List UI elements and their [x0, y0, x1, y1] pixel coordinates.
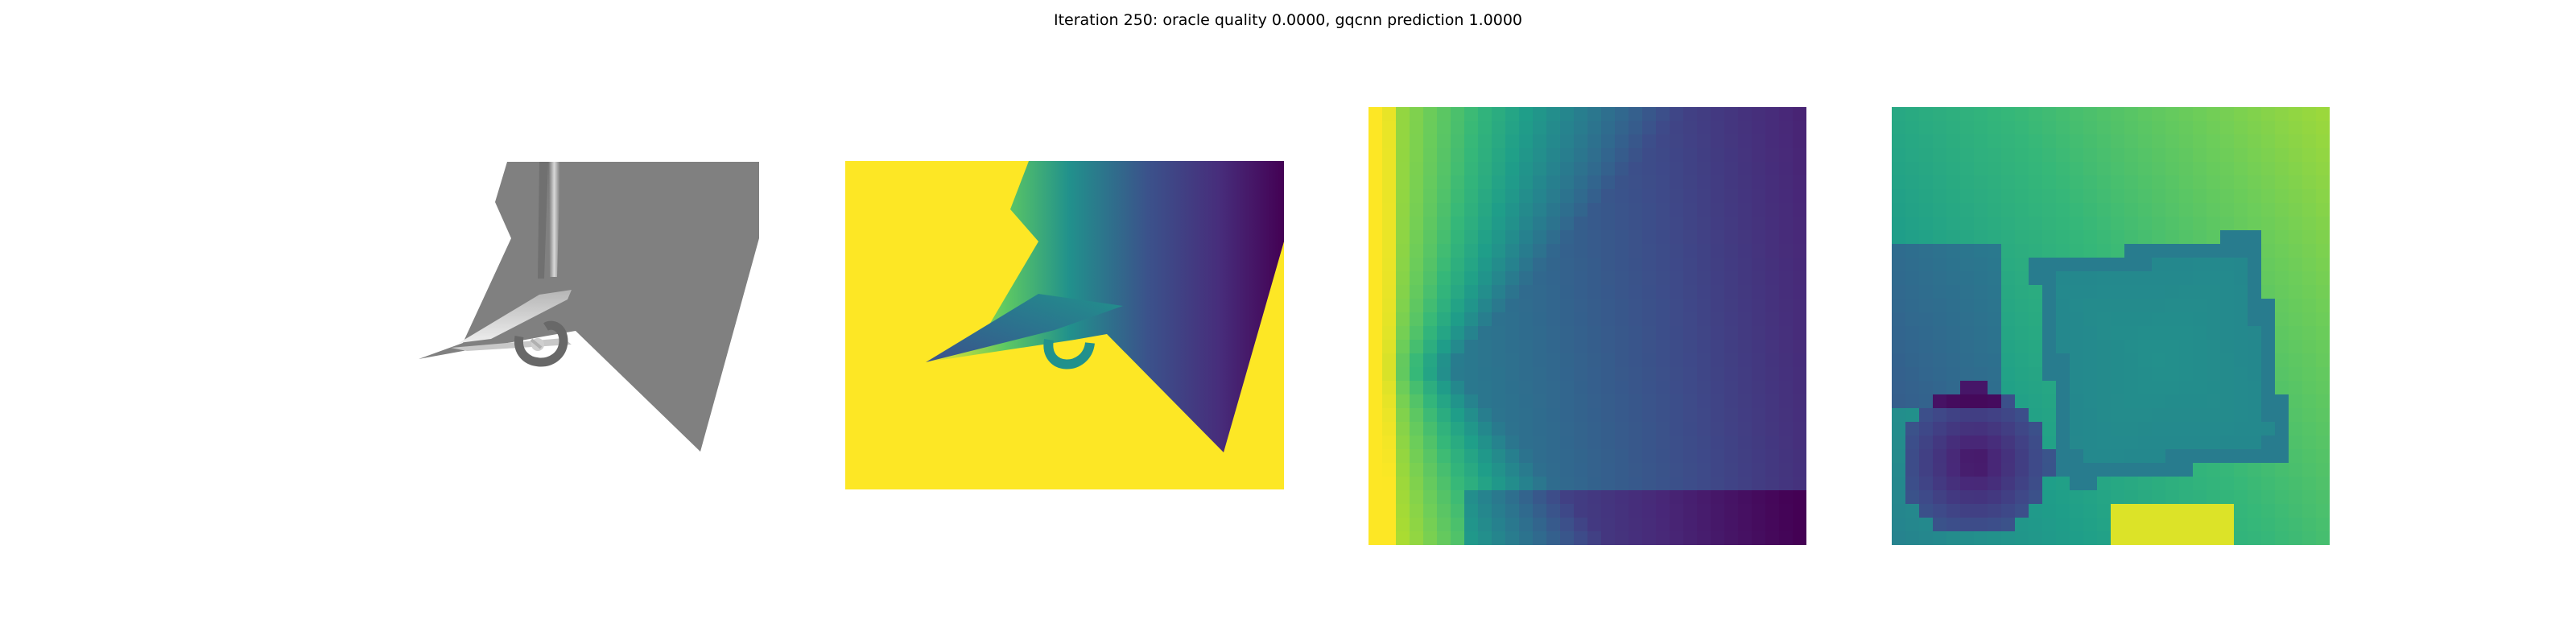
render-wedge — [459, 290, 572, 343]
depth-crop-view-a — [1368, 107, 1806, 545]
render-plane — [419, 162, 759, 452]
rendered-grasp-image — [419, 162, 759, 452]
depth-ring — [1043, 338, 1095, 369]
depth-crop-image-a — [1368, 107, 1806, 545]
depth-image — [845, 161, 1284, 489]
figure-title: Iteration 250: oracle quality 0.0000, gq… — [1053, 11, 1522, 29]
render-ring — [514, 320, 568, 367]
depth-image-view — [845, 161, 1284, 489]
depth-wedge — [926, 294, 1123, 362]
depth-crop-image-b — [1892, 107, 2330, 545]
rendered-grasp-view — [402, 158, 765, 456]
render-bar — [548, 162, 560, 277]
depth-crop-view-b — [1892, 107, 2330, 545]
